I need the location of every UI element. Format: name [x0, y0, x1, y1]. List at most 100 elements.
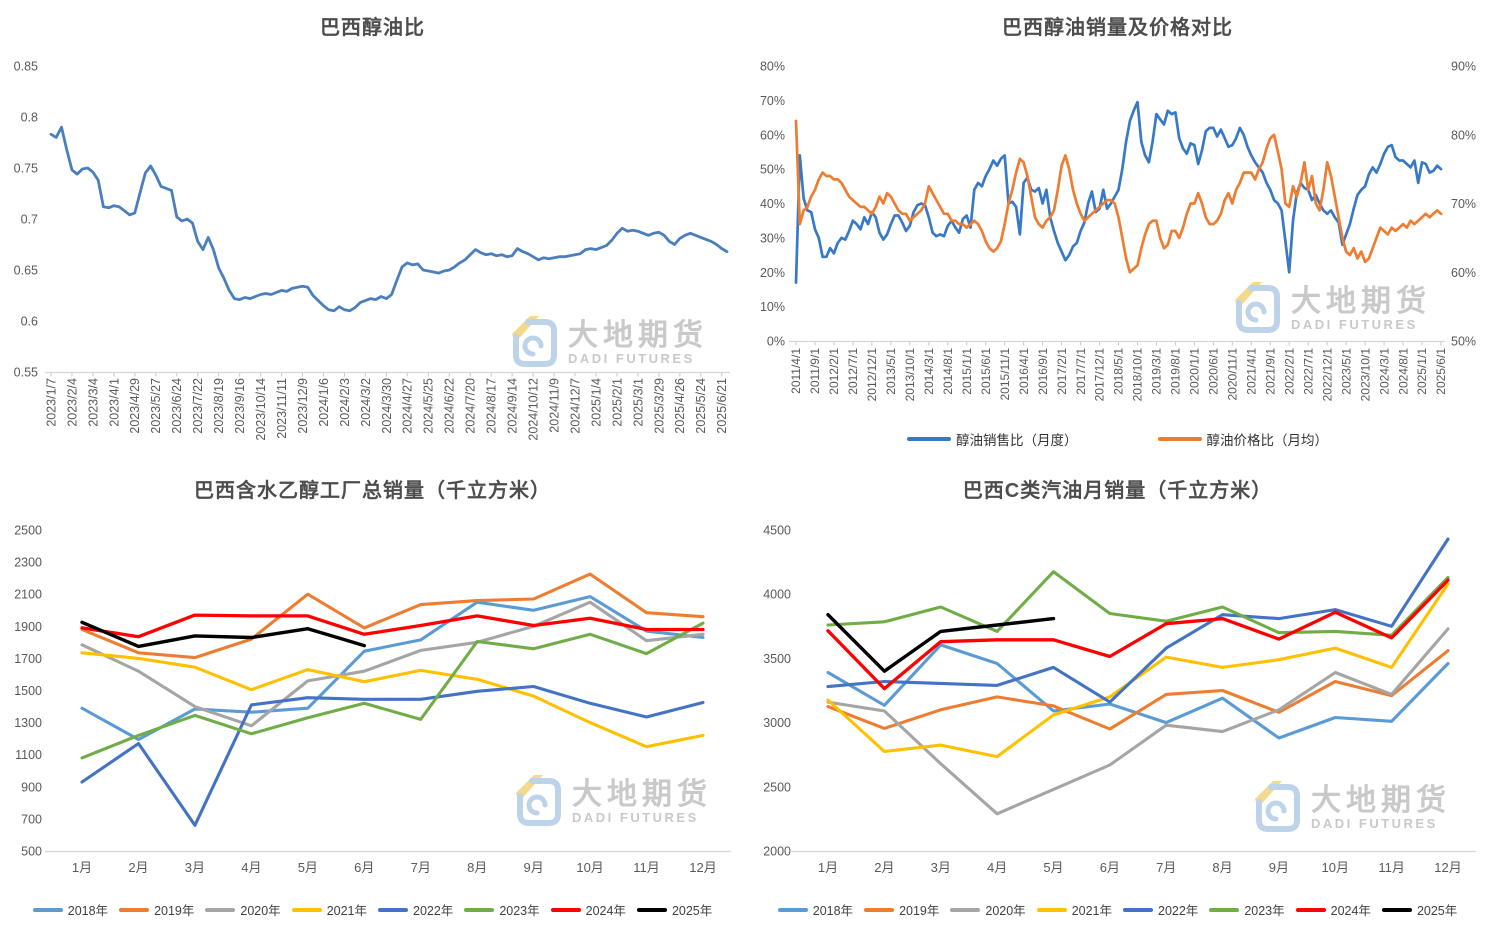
series-line-2023年 [80, 621, 705, 760]
series-line-2021年 [80, 651, 705, 749]
legend-label: 2021年 [326, 904, 367, 918]
legend-swatch [777, 907, 808, 912]
y-axis-tick-label: 40% [760, 197, 785, 211]
series-line-2018年 [80, 595, 705, 742]
y-axis-tick-label: 2100 [14, 588, 42, 602]
x-axis-tick-label: 4月 [241, 860, 261, 875]
series-line-2024年 [826, 578, 1450, 691]
x-axis-tick-label: 2023/7/22 [191, 378, 205, 434]
x-axis-tick-label: 2019/3/1 [1150, 348, 1164, 395]
y-axis-tick-label: 0% [767, 335, 785, 349]
series-line-2024年 [80, 613, 705, 639]
series-line-2019年 [826, 649, 1450, 731]
x-axis-tick-label: 2025/6/21 [715, 378, 729, 434]
y-axis-tick-label: 3000 [763, 716, 791, 730]
x-axis-tick-label: 2025/1/1 [1415, 348, 1429, 395]
legend-swatch [1295, 907, 1326, 912]
y-axis-tick-label: 0.6 [21, 315, 38, 329]
chart-title-sales-price-compare: 巴西醇油销量及价格对比 [1002, 17, 1233, 39]
x-axis-tick-label: 12月 [689, 860, 716, 875]
legend-swatch [32, 907, 63, 912]
x-axis-tick-label: 2024/3/30 [380, 378, 394, 434]
x-axis-tick-label: 2023/3/4 [86, 378, 100, 427]
x-axis-tick-label: 10月 [1322, 860, 1349, 875]
hydrous-ethanol-sales-plot: 2500 2300 2100 1900 1700 1500 1300 1100 900 700 50… [14, 524, 731, 875]
x-axis-tick-label: 2025/5/24 [694, 378, 708, 434]
x-axis-tick-label: 2015/1/1 [960, 348, 974, 395]
legend-item-2018年: 2018年 [777, 900, 853, 919]
right-axis-tick-label: 60% [1451, 266, 1476, 280]
x-axis-tick-label: 8月 [467, 860, 487, 875]
x-axis-tick-label: 7月 [1156, 860, 1176, 875]
legend-item-2024年: 2024年 [550, 900, 626, 919]
series-line-2022年 [80, 684, 705, 827]
legend-label: 2025年 [1416, 904, 1458, 918]
x-axis-tick-label: 2020/11/1 [1226, 348, 1240, 401]
legend-swatch [636, 907, 667, 912]
x-axis-tick-label: 2020/6/1 [1207, 348, 1221, 395]
x-axis-tick-label: 2023/10/14 [254, 378, 268, 441]
legend-item-醇油销售比（月度）: 醇油销售比（月度） [907, 429, 1078, 449]
gasoline-c-legend: 2018年 2019年 2020年 2021年 2022年 2023年 2024年 2025年 [745, 900, 1490, 919]
x-axis-tick-label: 2月 [874, 860, 894, 875]
x-axis-tick-label: 6月 [1100, 860, 1120, 875]
legend-item-2020年: 2020年 [950, 900, 1026, 919]
series-line-2025年 [80, 620, 366, 649]
x-axis-tick-label: 4月 [987, 860, 1007, 875]
y-axis-tick-label: 1700 [14, 652, 42, 666]
legend-swatch [1123, 907, 1153, 912]
x-axis-tick-label: 2月 [128, 860, 148, 875]
legend-item-2018年: 2018年 [32, 900, 108, 919]
chart-title-gasoline-c-sales: 巴西C类汽油月销量（千立方米） [962, 480, 1273, 502]
x-axis-tick-label: 2023/2/4 [65, 378, 79, 427]
x-axis-tick-label: 2024/9/14 [505, 378, 519, 434]
x-axis-tick-label: 2022/12/1 [1320, 348, 1334, 402]
legend-swatch [864, 907, 895, 912]
x-axis-tick-label: 2025/3/29 [652, 378, 666, 434]
series-line-2021年 [826, 582, 1450, 759]
legend-label: 醇油销售比（月度） [956, 433, 1078, 448]
y-axis-tick-label: 4500 [763, 524, 791, 538]
x-axis-tick-label: 2023/6/24 [170, 378, 184, 434]
y-axis-tick-label: 2300 [14, 556, 42, 570]
x-axis-tick-label: 2022/2/1 [1282, 348, 1296, 395]
x-axis-tick-label: 7月 [411, 860, 431, 875]
x-axis-tick-label: 2024/3/1 [1377, 348, 1391, 395]
gasoline-c-sales-plot: 4500 4000 3500 3000 2500 2000 1月 2月 3月 4月 5月 6月 7月 8月… [763, 524, 1476, 875]
x-axis-tick-label: 2013/5/1 [884, 348, 898, 395]
series-line-醇油比 [49, 125, 729, 313]
chart-title-hydrous-ethanol-sales: 巴西含水乙醇工厂总销量（千立方米） [194, 480, 551, 502]
y-axis-tick-label: 2500 [14, 524, 42, 538]
legend-swatch [464, 907, 495, 912]
x-axis-tick-label: 2024/3/2 [359, 378, 373, 427]
x-axis-tick-label: 9月 [1269, 860, 1289, 875]
legend-label: 2022年 [1158, 904, 1199, 918]
x-axis-tick-label: 2023/1/7 [44, 378, 58, 427]
x-axis-tick-label: 2023/8/19 [212, 378, 226, 434]
y-axis-tick-label: 50% [760, 163, 785, 177]
x-axis-tick-label: 2013/10/1 [903, 348, 917, 402]
x-axis-tick-label: 2023/5/1 [1339, 348, 1353, 395]
y-axis-tick-label: 70% [760, 94, 785, 108]
legend-swatch [950, 907, 981, 912]
y-axis-tick-label: 80% [760, 60, 785, 74]
right-axis-tick-label: 80% [1451, 128, 1476, 142]
x-axis-tick-label: 2023/10/1 [1358, 348, 1372, 402]
x-axis-tick-label: 8月 [1212, 860, 1232, 875]
y-axis-tick-label: 2000 [763, 845, 791, 859]
x-axis-tick-label: 2018/10/1 [1131, 348, 1145, 402]
legend-label: 2019年 [899, 904, 940, 918]
x-axis-tick-label: 2016/9/1 [1036, 348, 1050, 395]
legend-label: 2024年 [585, 904, 626, 918]
series-line-2022年 [826, 537, 1450, 704]
x-axis-tick-label: 3月 [931, 860, 951, 875]
x-axis-tick-label: 2023/12/9 [296, 378, 310, 434]
y-axis-tick-label: 1900 [14, 620, 42, 634]
x-axis-tick-label: 2024/8/17 [485, 378, 499, 434]
x-axis-tick-label: 2024/11/9 [547, 378, 561, 433]
y-axis-tick-label: 0.75 [14, 162, 38, 176]
series-line-2020年 [826, 627, 1450, 816]
legend-item-2025年: 2025年 [1381, 900, 1458, 919]
y-axis-tick-label: 1500 [14, 684, 42, 698]
